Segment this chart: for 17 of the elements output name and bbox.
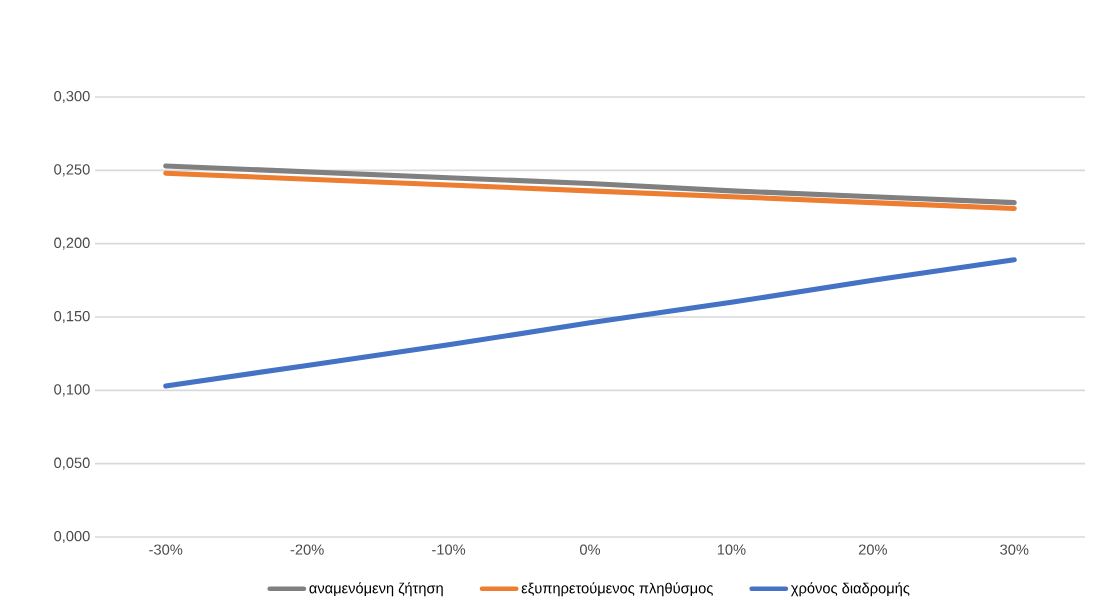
x-tick-label: 10%: [717, 544, 746, 555]
y-tick-label: 0,000: [54, 530, 90, 544]
x-tick-label: 30%: [1000, 544, 1029, 555]
x-tick-label: -10%: [432, 544, 466, 555]
x-tick-label: -20%: [290, 544, 324, 555]
y-tick-label: 0,200: [54, 237, 90, 250]
y-tick-label: 0,250: [54, 164, 90, 177]
y-tick-label: 0,150: [54, 310, 90, 324]
x-tick-label: 20%: [858, 544, 887, 555]
x-tick-label: 0%: [579, 544, 601, 555]
legend-label: εξυπηρετούμενος πληθύσμος: [521, 582, 713, 597]
x-tick-label: -30%: [149, 544, 183, 555]
y-tick-label: 0,100: [54, 384, 90, 397]
legend-label: αναμενόμενη ζήτηση: [309, 582, 443, 597]
legend-label: χρόνος διαδρομής: [791, 582, 910, 597]
y-tick-label: 0,300: [54, 90, 90, 104]
y-tick-label: 0,050: [54, 457, 90, 470]
